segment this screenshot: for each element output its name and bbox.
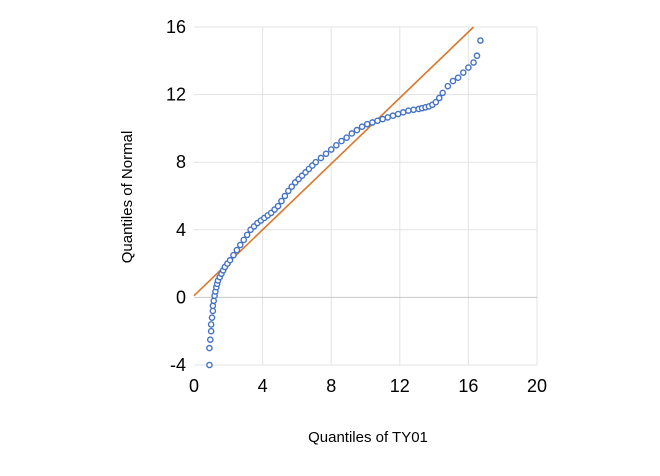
data-point — [473, 52, 481, 60]
data-point — [338, 137, 345, 145]
x-tick-label: 20 — [527, 376, 547, 396]
data-point — [209, 302, 217, 310]
data-point — [243, 231, 251, 239]
data-point — [285, 187, 292, 195]
x-tick-label: 8 — [326, 376, 336, 396]
data-point — [210, 297, 218, 305]
y-tick-label: 8 — [176, 152, 186, 172]
data-point — [384, 114, 392, 121]
y-axis-title: Quantiles of Normal — [119, 131, 136, 264]
reference-line — [193, 26, 475, 297]
data-point — [274, 202, 282, 210]
data-point — [432, 98, 440, 106]
data-point — [317, 154, 325, 162]
data-point — [389, 112, 397, 120]
data-point — [454, 74, 462, 81]
data-point — [358, 123, 366, 131]
data-point — [394, 110, 402, 118]
data-point — [240, 236, 248, 244]
data-point — [333, 141, 340, 149]
y-tick-label: -4 — [170, 355, 186, 375]
data-point — [470, 59, 477, 66]
data-point — [206, 336, 214, 343]
y-tick-labels: -4 0 4 8 12 16 — [166, 17, 186, 375]
x-tick-label: 16 — [458, 376, 478, 396]
data-point — [348, 130, 356, 137]
data-point — [449, 77, 457, 85]
data-point — [465, 64, 472, 71]
data-point — [312, 158, 320, 166]
y-tick-label: 0 — [176, 287, 186, 307]
data-point — [206, 344, 213, 352]
data-point — [353, 126, 361, 134]
y-tick-label: 12 — [166, 85, 186, 105]
x-tick-label: 12 — [390, 376, 410, 396]
data-point — [281, 192, 289, 200]
data-point — [435, 94, 443, 102]
data-point — [459, 69, 467, 76]
data-point — [439, 89, 446, 97]
data-point — [410, 106, 417, 114]
data-point — [374, 117, 381, 125]
data-point — [477, 37, 484, 44]
data-point — [399, 109, 407, 116]
data-point — [208, 314, 216, 321]
data-point — [327, 146, 335, 153]
x-tick-labels: 0 4 8 12 16 20 — [189, 376, 547, 396]
data-point — [278, 197, 285, 205]
data-point — [206, 361, 213, 369]
data-point — [207, 327, 215, 335]
data-point — [444, 82, 452, 90]
y-tick-label: 4 — [176, 220, 186, 240]
data-point — [405, 107, 412, 114]
y-tick-label: 16 — [166, 17, 186, 37]
data-point — [207, 321, 215, 328]
data-point — [237, 241, 244, 249]
data-points — [206, 37, 484, 369]
data-point — [322, 150, 330, 158]
data-point — [230, 251, 237, 259]
data-point — [369, 119, 376, 126]
grid — [194, 26, 538, 366]
data-point — [363, 120, 371, 128]
x-tick-label: 0 — [189, 376, 199, 396]
data-point — [288, 183, 296, 191]
data-point — [343, 134, 350, 141]
data-point — [233, 246, 241, 254]
data-point — [379, 115, 386, 123]
x-tick-label: 4 — [258, 376, 268, 396]
data-point — [226, 256, 234, 264]
reference-line-group — [193, 26, 475, 297]
x-axis-title: Quantiles of TY01 — [308, 429, 428, 446]
